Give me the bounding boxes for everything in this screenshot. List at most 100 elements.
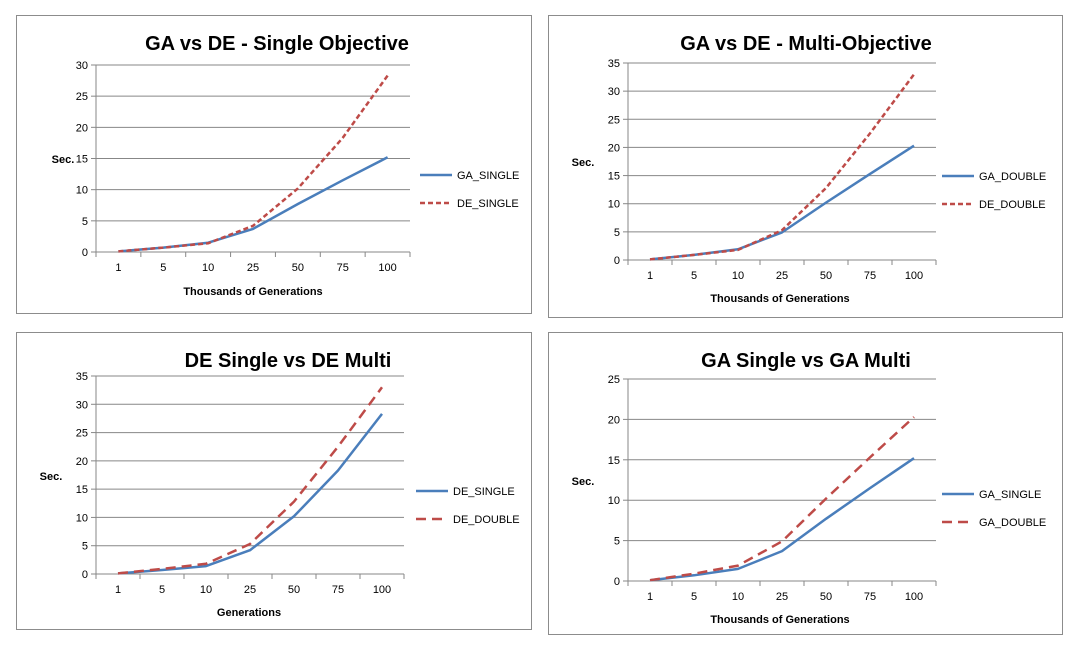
- x-tick-label: 50: [820, 591, 832, 603]
- x-tick-label: 5: [159, 584, 165, 596]
- data-point: [252, 225, 254, 227]
- y-tick-label: 35: [608, 58, 620, 70]
- data-point: [117, 250, 119, 252]
- y-tick-label: 10: [608, 495, 620, 507]
- series-line-ga-single: [118, 156, 389, 253]
- chart-panel-ga-vs-de-single: GA vs DE - Single Objective 0 5 10 15 20 25 30 1…: [16, 15, 532, 314]
- data-point: [781, 231, 783, 233]
- data-point: [825, 201, 827, 203]
- data-point: [693, 573, 695, 575]
- y-tick-label: 25: [76, 428, 88, 440]
- x-tick-label: 25: [244, 584, 256, 596]
- legend-label: GA_DOUBLE: [979, 517, 1046, 529]
- data-point: [342, 137, 344, 139]
- data-point: [249, 543, 251, 545]
- x-tick-label: 100: [905, 591, 923, 603]
- data-point: [293, 500, 295, 502]
- series-line-ga-double: [649, 144, 915, 261]
- data-point: [913, 145, 915, 147]
- data-point: [337, 469, 339, 471]
- y-axis-title: Sec.: [572, 476, 595, 488]
- chart-title: GA vs DE - Multi-Objective: [680, 33, 932, 55]
- data-point: [825, 518, 827, 520]
- data-point: [293, 515, 295, 517]
- data-point: [252, 228, 254, 230]
- data-point: [781, 550, 783, 552]
- x-tick-label: 100: [373, 584, 391, 596]
- y-tick-label: 20: [76, 456, 88, 468]
- y-tick-label: 5: [82, 541, 88, 553]
- data-point: [781, 540, 783, 542]
- y-axis-title: Sec.: [572, 157, 595, 169]
- x-tick-label: 1: [647, 591, 653, 603]
- series-line-de-double: [117, 386, 384, 575]
- data-point: [737, 564, 739, 566]
- x-tick-label: 100: [378, 262, 396, 274]
- data-point: [869, 456, 871, 458]
- y-tick-label: 20: [608, 414, 620, 426]
- x-tick-label: 10: [732, 270, 744, 282]
- y-axis-title: Sec.: [52, 154, 75, 166]
- x-tick-label: 25: [776, 270, 788, 282]
- y-tick-label: 30: [76, 399, 88, 411]
- x-tick-label: 50: [288, 584, 300, 596]
- x-axis-title: Thousands of Generations: [710, 293, 849, 305]
- x-axis-title: Thousands of Generations: [710, 614, 849, 626]
- y-tick-label: 10: [76, 185, 88, 197]
- data-point: [386, 156, 388, 158]
- data-point: [337, 446, 339, 448]
- x-tick-label: 5: [691, 270, 697, 282]
- x-tick-label: 100: [905, 270, 923, 282]
- chart-panel-ga-single-vs-multi: GA Single vs GA Multi 0 5 10 15 20 25 1 5 10 25 50 7…: [548, 332, 1063, 635]
- chart-title: DE Single vs DE Multi: [185, 350, 392, 372]
- x-tick-label: 5: [160, 262, 166, 274]
- legend-label: DE_SINGLE: [453, 486, 515, 498]
- y-tick-label: 30: [76, 60, 88, 72]
- y-tick-label: 30: [608, 86, 620, 98]
- data-point: [381, 386, 383, 388]
- y-tick-label: 20: [608, 142, 620, 154]
- chart-panel-de-single-vs-multi: DE Single vs DE Multi 0 5 10 15 20 25 30 35 1 5 10 2…: [16, 332, 532, 630]
- y-tick-label: 25: [608, 114, 620, 126]
- data-point: [207, 242, 209, 244]
- x-tick-label: 75: [332, 584, 344, 596]
- y-tick-label: 10: [76, 512, 88, 524]
- data-point: [649, 579, 651, 581]
- x-axis-title: Thousands of Generations: [183, 286, 322, 298]
- y-tick-label: 15: [76, 154, 88, 166]
- y-tick-label: 25: [608, 374, 620, 386]
- x-tick-label: 1: [115, 584, 121, 596]
- data-point: [249, 549, 251, 551]
- data-point: [386, 74, 388, 76]
- data-point: [737, 249, 739, 251]
- legend-label: DE_DOUBLE: [979, 199, 1046, 211]
- data-point: [205, 565, 207, 567]
- data-point: [913, 416, 915, 418]
- data-point: [297, 203, 299, 205]
- series-line-de-single: [117, 413, 383, 575]
- x-axis-title: Generations: [217, 607, 281, 619]
- y-tick-label: 5: [614, 227, 620, 239]
- legend-label: GA_SINGLE: [979, 489, 1041, 501]
- data-point: [869, 487, 871, 489]
- x-tick-label: 1: [115, 262, 121, 274]
- legend-label: DE_DOUBLE: [453, 514, 520, 526]
- data-point: [825, 497, 827, 499]
- y-tick-label: 35: [76, 371, 88, 383]
- y-tick-label: 20: [76, 122, 88, 134]
- data-point: [737, 568, 739, 570]
- legend-label: GA_DOUBLE: [979, 171, 1046, 183]
- x-tick-label: 10: [200, 584, 212, 596]
- x-tick-label: 50: [292, 262, 304, 274]
- data-point: [161, 568, 163, 570]
- data-point: [297, 187, 299, 189]
- y-tick-label: 5: [82, 216, 88, 228]
- data-point: [693, 254, 695, 256]
- chart-title: GA Single vs GA Multi: [701, 350, 911, 372]
- legend-label: DE_SINGLE: [457, 198, 519, 210]
- chart-svg: GA vs DE - Multi-Objective05101520253035…: [572, 33, 1047, 305]
- x-tick-label: 1: [647, 270, 653, 282]
- x-tick-label: 75: [337, 262, 349, 274]
